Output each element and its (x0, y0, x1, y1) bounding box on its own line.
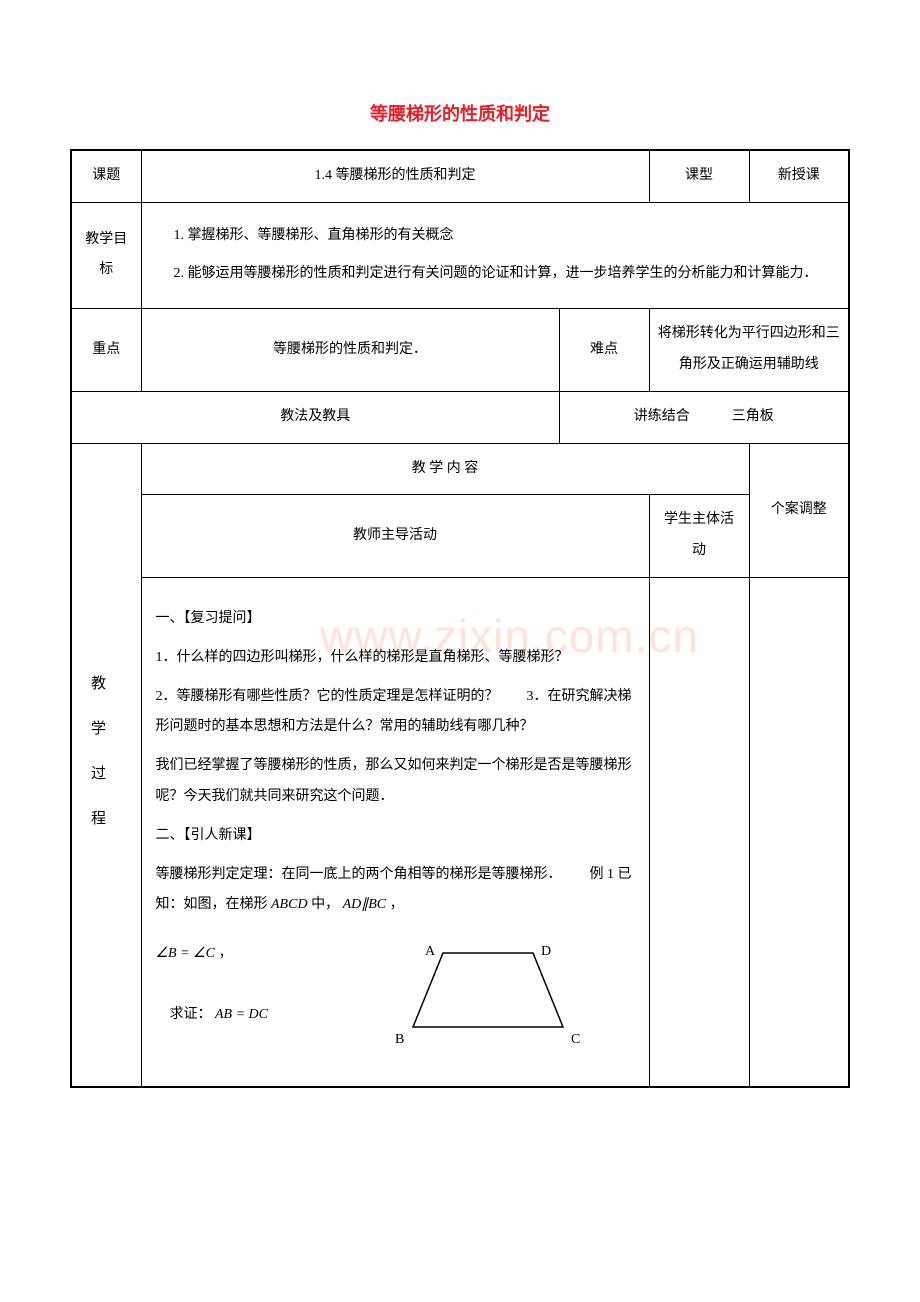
document-title: 等腰梯形的性质和判定 (70, 100, 850, 129)
prove-equation: AB = DC (215, 1007, 268, 1022)
difficulty-value: 将梯形转化为平行四边形和三角形及正确运用辅助线 (649, 309, 849, 392)
keypoint-label: 重点 (71, 309, 141, 392)
header-row: 课题 1.4 等腰梯形的性质和判定 课型 新授课 (71, 150, 849, 202)
vertex-label-d: D (541, 944, 551, 959)
angle-comma: ， (218, 946, 232, 961)
process-vertical-text: 教学过程 (80, 675, 113, 855)
question-1: 1．什么样的四边形叫梯形，什么样的梯形是直角梯形、等腰梯形？ (156, 643, 635, 674)
trapezoid-shape (413, 953, 563, 1027)
method-label: 教法及教具 (71, 391, 559, 443)
section1-title: 一、【复习提问】 (156, 604, 635, 635)
prove-line: 求证： AB = DC (156, 1000, 269, 1031)
goal-item-1: 掌握梯形、等腰梯形、直角梯形的有关概念 (174, 217, 837, 256)
angle-and-diagram-row: ∠B = ∠C ， 求证： AB = DC A D B C (156, 929, 635, 1068)
vertex-label-b: B (395, 1032, 404, 1047)
parallel-cond: AD∥BC (343, 897, 387, 912)
goals-row: 教学目标 掌握梯形、等腰梯形、直角梯形的有关概念 能够运用等腰梯形的性质和判定进… (71, 202, 849, 309)
theorem-text: 等腰梯形判定定理：在同一底上的两个角相等的梯形是等腰梯形． 例 1 已知：如图，… (156, 860, 635, 922)
goals-label: 教学目标 (71, 202, 141, 309)
vertex-label-c: C (571, 1032, 580, 1047)
goal-item-2: 能够运用等腰梯形的性质和判定进行有关问题的论证和计算，进一步培养学生的分析能力和… (174, 255, 837, 294)
topic-label: 课题 (71, 150, 141, 202)
trapezoid-svg: A D B C (388, 937, 588, 1047)
sub-header-row: 教师主导活动 学生主体活动 (71, 495, 849, 578)
trapezoid-diagram: A D B C (388, 937, 588, 1060)
adjust-header: 个案调整 (749, 443, 849, 577)
content-header-row: 教学过程 教 学 内 容 个案调整 (71, 443, 849, 495)
student-content (649, 577, 749, 1086)
topic-value: 1.4 等腰梯形的性质和判定 (141, 150, 649, 202)
lesson-plan-table: 课题 1.4 等腰梯形的性质和判定 课型 新授课 教学目标 掌握梯形、等腰梯形、… (70, 149, 850, 1088)
given-comma: ， (390, 897, 404, 912)
content-body-row: 一、【复习提问】 1．什么样的四边形叫梯形，什么样的梯形是直角梯形、等腰梯形？ … (71, 577, 849, 1086)
section2-title: 二、【引人新课】 (156, 821, 635, 852)
adjust-content (749, 577, 849, 1086)
teacher-content: 一、【复习提问】 1．什么样的四边形叫梯形，什么样的梯形是直角梯形、等腰梯形？ … (141, 577, 649, 1086)
transition-text: 我们已经掌握了等腰梯形的性质，那么又如何来判定一个梯形是否是等腰梯形呢？今天我们… (156, 751, 635, 813)
method-row: 教法及教具 讲练结合 三角板 (71, 391, 849, 443)
vertex-label-a: A (425, 944, 436, 959)
difficulty-label: 难点 (559, 309, 649, 392)
goals-content: 掌握梯形、等腰梯形、直角梯形的有关概念 能够运用等腰梯形的性质和判定进行有关问题… (141, 202, 849, 309)
method-value: 讲练结合 三角板 (559, 391, 849, 443)
keypoint-row: 重点 等腰梯形的性质和判定． 难点 将梯形转化为平行四边形和三角形及正确运用辅助… (71, 309, 849, 392)
given-middle: 中， (311, 897, 339, 912)
type-label: 课型 (649, 150, 749, 202)
question-2-3: 2．等腰梯形有哪些性质？它的性质定理是怎样证明的？ 3．在研究解决梯形问题时的基… (156, 682, 635, 744)
content-header: 教 学 内 容 (141, 443, 749, 495)
process-side-label: 教学过程 (71, 443, 141, 1087)
angle-equation: ∠B = ∠C (156, 946, 215, 961)
type-value: 新授课 (749, 150, 849, 202)
shape-name: ABCD (271, 897, 308, 912)
student-header: 学生主体活动 (649, 495, 749, 578)
prove-label: 求证： (156, 1007, 212, 1022)
keypoint-value: 等腰梯形的性质和判定． (141, 309, 559, 392)
teacher-header: 教师主导活动 (141, 495, 649, 578)
